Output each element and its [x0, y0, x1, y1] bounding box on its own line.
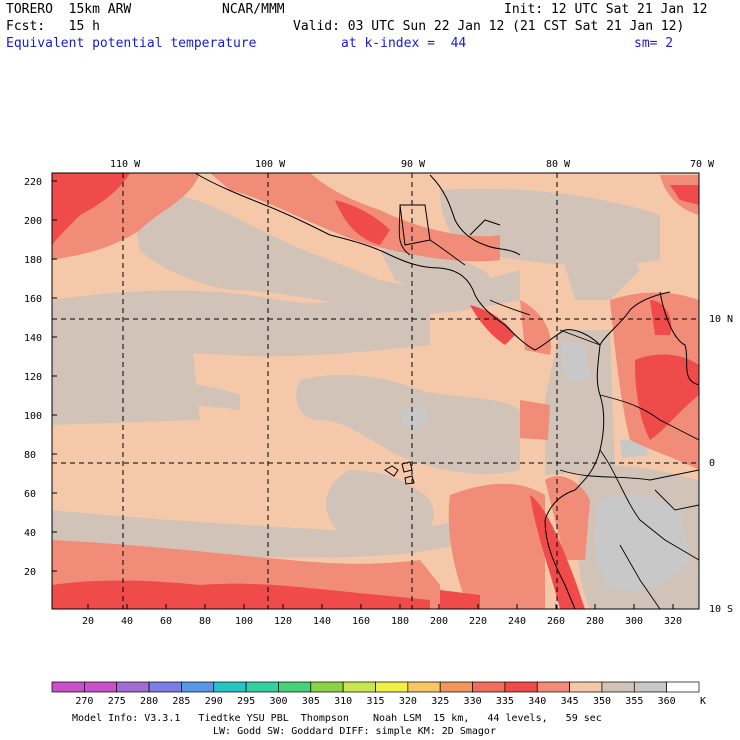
x-tick-label: 320 [664, 616, 682, 627]
colorbar-swatch [375, 681, 409, 693]
field-name: Equivalent potential temperature [6, 36, 257, 51]
colorbar-swatch [181, 681, 215, 693]
x-tick-label: 280 [586, 616, 604, 627]
colorbar-label: 310 [334, 696, 352, 707]
y-tick-label: 40 [24, 528, 36, 539]
y-tick-label: 180 [24, 255, 42, 266]
colorbar-label: 285 [172, 696, 190, 707]
lat-label-10s: 10 S [709, 604, 733, 615]
colorbar-label: 340 [528, 696, 546, 707]
colorbar-label: 325 [431, 696, 449, 707]
forecast-hour: Fcst: 15 h [6, 19, 100, 34]
lat-label-0: 0 [709, 458, 715, 469]
x-tick-label: 140 [313, 616, 331, 627]
physics-info-line: LW: Godd SW: Goddard DIFF: simple KM: 2D… [213, 726, 496, 737]
colorbar-swatch [407, 681, 441, 693]
x-tick-label: 40 [121, 616, 133, 627]
organization-label: NCAR/MMM [222, 2, 285, 17]
colorbar-unit: K [700, 696, 706, 707]
colorbar-label: 300 [269, 696, 287, 707]
y-tick-label: 120 [24, 372, 42, 383]
level-label: at k-index = 44 [341, 36, 467, 51]
colorbar-label: 275 [108, 696, 126, 707]
y-tick-label: 100 [24, 411, 42, 422]
y-tick-label: 220 [24, 177, 42, 188]
x-tick-label: 120 [274, 616, 292, 627]
x-tick-label: 180 [391, 616, 409, 627]
x-tick-label: 60 [160, 616, 172, 627]
lon-label-90w: 90 W [401, 159, 426, 170]
x-tick-label: 160 [352, 616, 370, 627]
colorbar-label: 290 [205, 696, 223, 707]
colorbar-label: 270 [75, 696, 93, 707]
lon-label-80w: 80 W [546, 159, 571, 170]
colorbar-label: 320 [399, 696, 417, 707]
y-tick-label: 60 [24, 489, 36, 500]
colorbar-swatch [472, 681, 506, 693]
y-tick-label: 20 [24, 567, 36, 578]
x-grid-ticks: 20 40 60 80 100 120 140 160 180 200 220 240 260 280 30… [82, 604, 682, 627]
x-tick-label: 100 [235, 616, 253, 627]
colorbar-swatch [310, 681, 344, 693]
lat-label-10n: 10 N [709, 314, 733, 325]
y-tick-label: 80 [24, 450, 36, 461]
lat-lon-grid [52, 173, 699, 609]
lon-label-100w: 100 W [255, 159, 286, 170]
x-tick-label: 260 [547, 616, 565, 627]
colorbar-swatch [213, 681, 247, 693]
colorbar-swatch [601, 681, 635, 693]
colorbar-label: 355 [625, 696, 643, 707]
colorbar-swatch [245, 681, 279, 693]
x-tick-label: 200 [430, 616, 448, 627]
lon-label-70w: 70 W [690, 159, 715, 170]
x-tick-label: 240 [508, 616, 526, 627]
y-tick-label: 140 [24, 333, 42, 344]
colorbar-label: 335 [496, 696, 514, 707]
colorbar-swatch [116, 681, 150, 693]
colorbar-label: 330 [464, 696, 482, 707]
colorbar-swatch [83, 681, 118, 693]
x-tick-label: 220 [469, 616, 487, 627]
smoothing-label: sm= 2 [634, 36, 674, 51]
colorbar-swatch [342, 681, 376, 693]
colorbar-label: 360 [658, 696, 676, 707]
colorbar-swatch [633, 681, 667, 693]
colorbar-label: 315 [367, 696, 385, 707]
valid-time: Valid: 03 UTC Sun 22 Jan 12 (21 CST Sat … [293, 19, 685, 34]
colorbar-swatch [439, 681, 473, 693]
country-borders [398, 204, 700, 610]
init-time: Init: 12 UTC Sat 21 Jan 12 [504, 2, 708, 17]
colorbar-label: 345 [561, 696, 579, 707]
x-tick-label: 80 [199, 616, 211, 627]
colorbar-swatch [569, 681, 603, 693]
colorbar-swatch [278, 681, 312, 693]
colorbar-label: 350 [593, 696, 611, 707]
colorbar-label: 305 [302, 696, 320, 707]
y-tick-label: 200 [24, 216, 42, 227]
colorbar-swatch [536, 681, 570, 693]
colorbar-swatch [666, 681, 700, 693]
colorbar-label: 280 [140, 696, 158, 707]
y-tick-label: 160 [24, 294, 42, 305]
colorbar-swatch [504, 681, 538, 693]
x-tick-label: 20 [82, 616, 94, 627]
model-title: TORERO 15km ARW [6, 2, 132, 17]
y-grid-ticks: 220 200 180 160 140 120 100 80 60 40 20 [24, 177, 57, 578]
colorbar-label: 295 [237, 696, 255, 707]
x-tick-label: 300 [625, 616, 643, 627]
model-info-line: Model Info: V3.3.1 Tiedtke YSU PBL Thomp… [72, 713, 602, 724]
colorbar-swatch [51, 681, 85, 693]
colorbar-swatch [148, 681, 182, 693]
colorbar: 270 275 280 285 290 295 300 305 310 315 320 325 330 3… [51, 681, 706, 707]
map-frame [51, 172, 700, 610]
lon-label-110w: 110 W [110, 159, 141, 170]
